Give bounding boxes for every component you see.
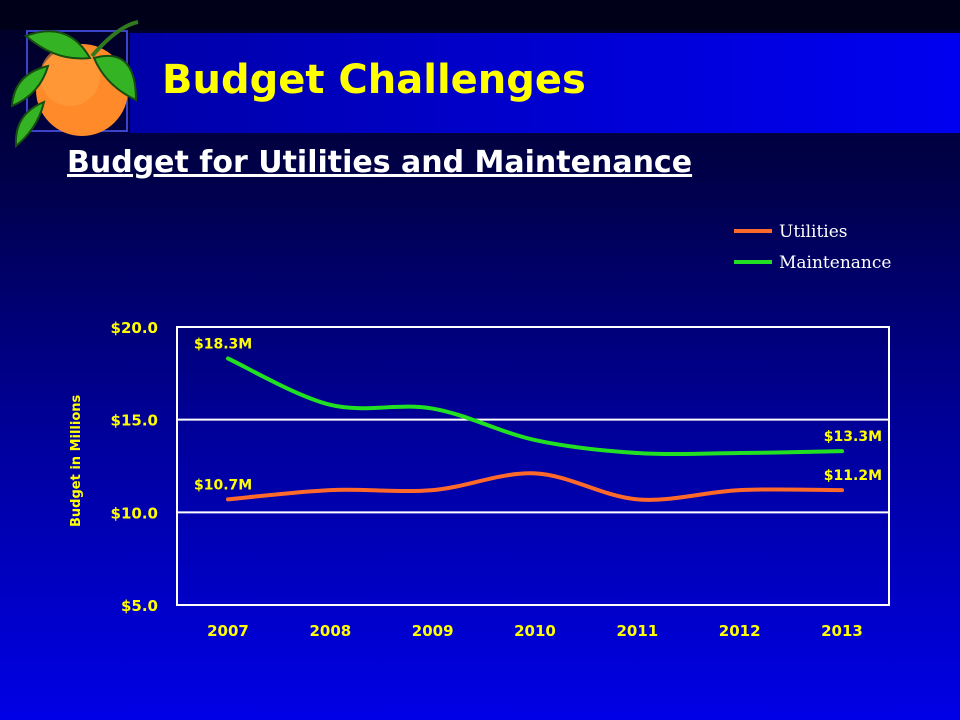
top-band — [0, 0, 960, 30]
y-tick-label: $5.0 — [121, 597, 158, 615]
x-tick-label: 2007 — [207, 622, 249, 640]
x-tick-label: 2013 — [821, 622, 863, 640]
x-tick-label: 2012 — [719, 622, 761, 640]
x-tick-label: 2011 — [616, 622, 658, 640]
plot-area-frame — [176, 326, 890, 606]
series-line-utilities — [226, 471, 844, 502]
data-label-end: $13.3M — [824, 429, 882, 445]
x-tick-label: 2008 — [309, 622, 351, 640]
grid-layer — [177, 326, 889, 606]
data-label-end: $11.2M — [824, 468, 882, 484]
legend-label: Maintenance — [779, 253, 891, 273]
x-tick-labels: 2007 2008 2009 2010 2011 2012 2013 — [207, 622, 863, 640]
x-tick-label: 2010 — [514, 622, 556, 640]
title-bar — [130, 33, 960, 133]
series-line-maintenance — [226, 356, 844, 457]
orange-logo-icon — [10, 20, 139, 148]
series-layer — [226, 356, 844, 502]
slide-title: Budget Challenges — [162, 57, 586, 103]
y-tick-label: $15.0 — [111, 412, 158, 430]
x-tick-label: 2009 — [412, 622, 454, 640]
y-axis-label: Budget in Millions — [69, 394, 84, 527]
data-label-start: $18.3M — [194, 337, 252, 353]
y-tick-labels: $20.0 $15.0 $10.0 $5.0 — [111, 319, 158, 615]
legend-label: Utilities — [779, 222, 848, 242]
data-label-start: $10.7M — [194, 477, 252, 493]
legend: Utilities Maintenance — [734, 222, 891, 273]
y-tick-label: $20.0 — [111, 319, 158, 337]
data-labels: $10.7M $11.2M $18.3M $13.3M — [194, 337, 882, 494]
y-tick-label: $10.0 — [111, 504, 158, 522]
slide-subtitle: Budget for Utilities and Maintenance — [67, 145, 693, 180]
